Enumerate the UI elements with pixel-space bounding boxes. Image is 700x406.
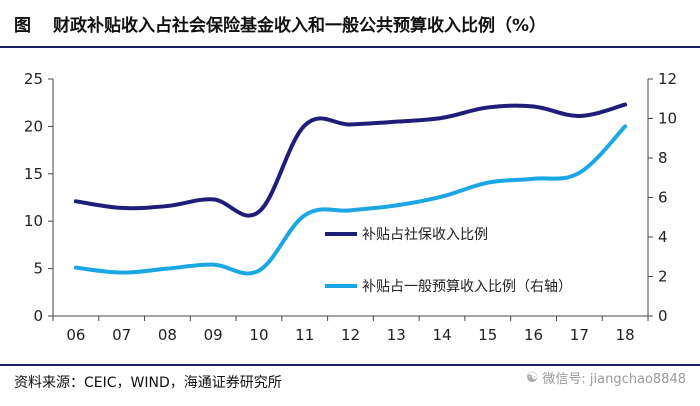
legend-label-1: 补贴占社保收入比例	[362, 227, 488, 243]
data-point-s1-14	[440, 116, 444, 120]
data-point-s1-16	[532, 104, 536, 108]
data-point-s1-18	[623, 103, 627, 107]
x-tick-label: 14	[432, 326, 451, 344]
bottom-divider	[0, 364, 700, 366]
data-point-s1-17	[577, 114, 581, 118]
data-point-s2-18	[623, 124, 627, 128]
x-tick-label: 18	[616, 326, 635, 344]
data-point-s1-08	[165, 204, 169, 208]
data-point-s1-11	[303, 123, 307, 127]
series-line-1	[73, 102, 628, 218]
source-note: 资料来源：CEIC，WIND，海通证券研究所	[14, 375, 282, 391]
data-point-s1-15	[486, 105, 490, 109]
x-tick-label: 09	[204, 326, 223, 344]
y-right-tick-label: 12	[658, 70, 677, 88]
watermark: ☯ 微信号: jiangchao8848	[525, 368, 686, 388]
data-point-s1-12	[349, 123, 353, 127]
data-point-s1-10	[257, 210, 261, 214]
data-point-s1-09	[211, 197, 215, 201]
y-left-tick-label: 0	[33, 307, 43, 325]
chart-title: 财政补贴收入占社会保险基金收入和一般公共预算收入比例（%）	[53, 15, 547, 36]
figure-label: 图	[14, 15, 31, 36]
data-point-s1-07	[120, 206, 124, 210]
data-point-s2-13	[394, 203, 398, 207]
x-tick-label: 15	[478, 326, 497, 344]
x-tick-label: 10	[249, 326, 268, 344]
x-tick-label: 12	[341, 326, 360, 344]
y-left-tick-label: 5	[33, 260, 43, 278]
x-tick-label: 11	[295, 326, 314, 344]
data-point-s2-07	[120, 271, 124, 275]
data-point-s2-11	[303, 213, 307, 217]
y-right-tick-label: 0	[658, 307, 668, 325]
data-point-s2-08	[165, 267, 169, 271]
y-left-tick-label: 25	[24, 70, 43, 88]
data-point-s2-16	[532, 177, 536, 181]
chart-title-bar: 图 财政补贴收入占社会保险基金收入和一般公共预算收入比例（%）	[0, 0, 700, 46]
data-point-s2-09	[211, 263, 215, 267]
top-divider	[0, 46, 700, 48]
legend-label-2: 补贴占一般预算收入比例（右轴）	[362, 279, 572, 295]
y-right-tick-label: 4	[658, 228, 668, 246]
x-tick-label: 13	[387, 326, 406, 344]
data-point-s2-14	[440, 195, 444, 199]
watermark-text: 微信号: jiangchao8848	[542, 372, 686, 387]
y-right-tick-label: 2	[658, 268, 668, 286]
x-tick-label: 08	[158, 326, 177, 344]
y-left-tick-label: 15	[24, 165, 43, 183]
data-point-s2-06	[74, 266, 78, 270]
line-chart: 0 5 10 15 20 25 0 2 4 6 8 10 12 06 07 08 09 10 11 12 13 14 15 1…	[24, 70, 677, 344]
series-line-2	[73, 124, 628, 276]
data-point-s2-12	[349, 208, 353, 212]
y-right-tick-label: 10	[658, 110, 677, 128]
y-right-tick-label: 8	[658, 149, 668, 167]
data-point-s2-17	[577, 171, 581, 175]
wechat-icon: ☯	[525, 369, 539, 386]
y-left-tick-label: 20	[24, 117, 43, 135]
data-point-s1-13	[394, 120, 398, 124]
data-point-s1-06	[74, 199, 78, 203]
x-tick-label: 06	[66, 326, 85, 344]
data-point-s2-10	[257, 269, 261, 273]
x-tick-label: 17	[570, 326, 589, 344]
y-right-tick-label: 6	[658, 189, 668, 207]
x-tick-label: 07	[112, 326, 131, 344]
data-point-s2-15	[486, 181, 490, 185]
y-left-tick-label: 10	[24, 212, 43, 230]
x-tick-label: 16	[524, 326, 543, 344]
